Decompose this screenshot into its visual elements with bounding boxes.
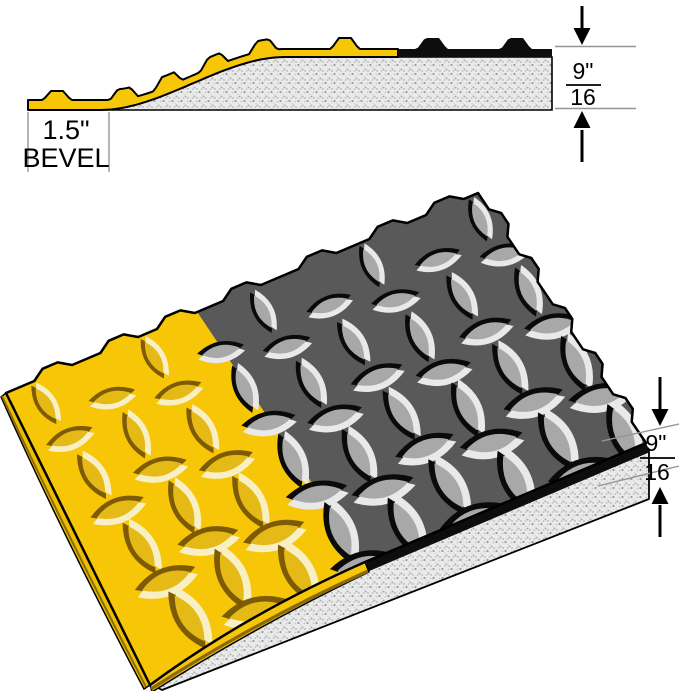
tread-lens [46, 426, 95, 452]
tread-lens [395, 432, 457, 466]
tread-lens [450, 379, 486, 438]
thickness-denominator: 16 [570, 84, 596, 110]
thickness-numerator: 9" [573, 58, 594, 84]
black-plate-edge-face [365, 443, 650, 571]
tread-lens [359, 243, 385, 288]
tread-lens [122, 518, 162, 574]
tread-lens [351, 474, 416, 506]
tread-lens [232, 472, 270, 529]
tread-lens [415, 358, 473, 387]
tread-lens [382, 386, 421, 441]
tread-lens [560, 332, 593, 392]
tread-lens [323, 498, 359, 564]
tread-lens [177, 526, 240, 556]
tread-lens [154, 380, 204, 406]
tread-lens [306, 293, 354, 319]
tread-lens [197, 341, 246, 364]
tread-lens [350, 363, 405, 392]
tread-lens [307, 404, 364, 433]
tread-lens [77, 450, 112, 499]
tread-lens [523, 313, 582, 340]
tread-lens [122, 409, 152, 459]
tread-lens [262, 334, 313, 360]
tread-lens [285, 480, 349, 510]
dimension-arrow-down-icon [573, 6, 591, 45]
tread-lens [249, 289, 277, 333]
black-tread-profile [398, 38, 552, 57]
tread-lens [90, 495, 147, 526]
mat-outline [4, 191, 648, 687]
tread-lens [459, 317, 514, 346]
tread-lens [371, 289, 421, 313]
tread-lens [88, 386, 137, 410]
tread-lens [503, 387, 566, 419]
extension-line-top [601, 423, 679, 442]
tread-lens [514, 264, 543, 317]
tread-lens [134, 565, 198, 599]
tread-lens [214, 545, 252, 609]
dimension-arrow-up-icon [651, 487, 669, 537]
tread-lens [341, 425, 378, 483]
tread-lens [186, 404, 220, 454]
tread-lens [468, 196, 493, 242]
bevel-width-value: 1.5" [42, 115, 89, 145]
tread-lens [446, 272, 478, 320]
dimension-arrow-down-icon [651, 377, 669, 426]
tread-lens [231, 362, 259, 413]
dimension-arrow-up-icon [573, 111, 591, 162]
tread-lens [277, 430, 309, 488]
tread-lens [241, 410, 297, 437]
tread-lens [414, 248, 462, 273]
tread-lens [459, 428, 525, 460]
tread-lens [168, 586, 213, 649]
tread-lens [277, 540, 320, 604]
tread-lens [31, 382, 62, 425]
yellow-tread-profile [27, 37, 399, 111]
extension-line-bottom [597, 465, 679, 487]
tread-lens [198, 450, 256, 479]
thickness-numerator: 9" [646, 430, 667, 456]
tread-lens [295, 357, 327, 408]
tread-lens [140, 336, 169, 379]
tread-lens [537, 408, 579, 470]
tread-lens [243, 519, 307, 553]
yellow-curl-layer-line [150, 569, 369, 691]
tread-lens [337, 318, 371, 366]
thickness-denominator: 16 [644, 459, 670, 485]
left-edge-layer-line [1, 395, 147, 688]
perspective-view: 9" 16 [0, 191, 679, 691]
tread-lens [405, 311, 435, 363]
tread-lens [428, 454, 472, 515]
bevel-label: BEVEL [22, 143, 109, 173]
side-view-cross-section: 1.5" BEVEL 9" 16 [22, 6, 636, 173]
tread-lens [168, 477, 202, 534]
tread-lens [132, 456, 189, 483]
tread-lens [492, 340, 529, 395]
